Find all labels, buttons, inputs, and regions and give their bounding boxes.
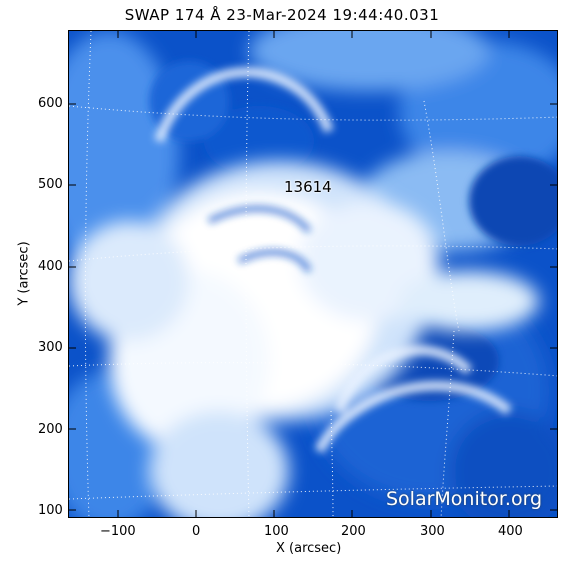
- x-tick-label: 300: [420, 524, 445, 539]
- y-tick-label: 400: [38, 259, 63, 274]
- y-tick-label: 600: [38, 96, 63, 111]
- x-tick-label: 400: [498, 524, 523, 539]
- y-axis-label: Y (arcsec): [16, 241, 32, 306]
- solarmonitor-watermark: SolarMonitor.org: [386, 488, 543, 510]
- solar-image-plot: [68, 30, 558, 518]
- y-tick-label: 500: [38, 177, 63, 192]
- x-tick-label: 200: [341, 524, 366, 539]
- y-tick-label: 100: [38, 503, 63, 518]
- y-tick-label: 200: [38, 422, 63, 437]
- x-axis-label: X (arcsec): [276, 541, 342, 556]
- active-region-label: 13614: [284, 178, 332, 196]
- solar-image: [69, 31, 557, 517]
- x-tick-label: −100: [100, 524, 136, 539]
- y-tick-label: 300: [38, 340, 63, 355]
- x-tick-label: 0: [192, 524, 201, 539]
- x-tick-label: 100: [264, 524, 289, 539]
- image-title: SWAP 174 Å 23-Mar-2024 19:44:40.031: [124, 6, 440, 24]
